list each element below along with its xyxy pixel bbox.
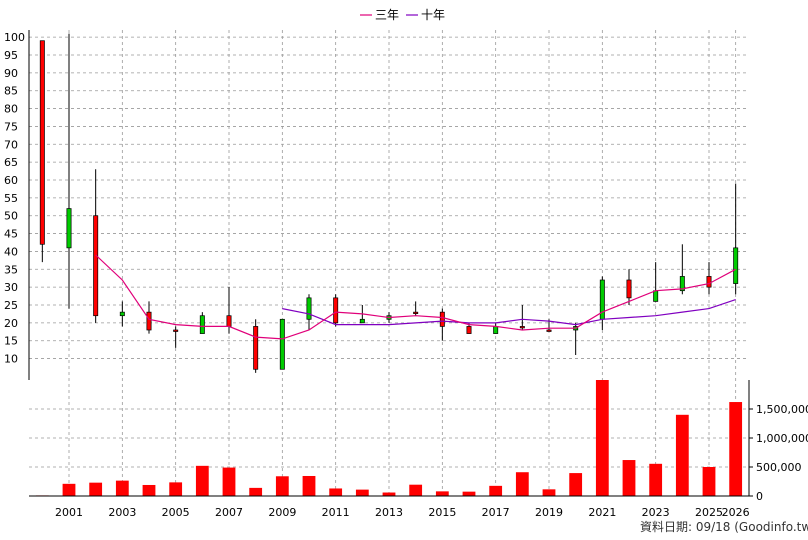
year-tick-label: 2005 [162,506,190,519]
tick-labels: 1015202530354045505560657075808590951000… [4,31,808,519]
volume-bar [115,480,129,496]
volume-bar [595,380,609,496]
price-tick-label: 100 [4,31,25,44]
candle-body [706,276,712,288]
price-tick-label: 20 [4,317,18,330]
price-tick-label: 15 [4,335,18,348]
volume-bar [249,487,263,496]
year-tick-label: 2026 [722,506,750,519]
candle-body [413,311,419,314]
candle-body [119,311,125,317]
moving-average-lines [95,254,736,340]
year-tick-label: 2001 [55,506,83,519]
volume-bar [142,484,156,496]
volume-bar [275,476,289,496]
price-tick-label: 10 [4,353,18,366]
volume-bar [62,483,76,496]
volume-bar [195,465,209,496]
price-tick-label: 40 [4,245,18,258]
price-tick-label: 45 [4,228,18,241]
year-tick-label: 2015 [428,506,456,519]
candle-body [733,247,739,284]
price-tick-label: 70 [4,138,18,151]
legend-ma10-label: 十年 [421,8,445,22]
volume-bar [169,482,183,496]
volume-bar [489,485,503,496]
candles [39,33,739,373]
volume-bar [222,467,236,496]
volume-bar [729,402,743,496]
year-tick-label: 2023 [642,506,670,519]
volume-bar [515,472,529,496]
candle-body [93,215,99,317]
price-tick-label: 25 [4,299,18,312]
volume-bars [35,380,743,496]
volume-bar [89,482,103,496]
volume-bar [302,475,316,496]
candle-body [679,276,685,292]
volume-tick-label: 0 [756,490,763,503]
data-date-footer: 資料日期: 09/18 (Goodinfo.tw) [640,520,808,534]
year-tick-label: 2025 [695,506,723,519]
price-tick-label: 95 [4,49,18,62]
price-tick-label: 60 [4,174,18,187]
candle-body [653,290,659,302]
year-tick-label: 2011 [322,506,350,519]
candle-body [199,315,205,334]
ma3-line [95,254,736,340]
year-tick-label: 2007 [215,506,243,519]
price-tick-label: 55 [4,192,18,205]
volume-bar [355,489,369,496]
price-tick-label: 65 [4,156,18,169]
volume-bar [435,491,449,496]
candle-body [253,326,259,370]
price-tick-label: 30 [4,281,18,294]
candle-body [66,208,72,249]
year-tick-label: 2019 [535,506,563,519]
candle-body [333,297,339,324]
volume-bar [542,489,556,496]
candle-body [626,279,632,299]
volume-bar [329,488,343,496]
year-tick-label: 2013 [375,506,403,519]
grid [29,30,749,497]
candle-body [546,329,552,332]
legend: 三年 十年 [360,8,445,22]
volume-bar [462,491,476,496]
volume-bar [622,460,636,496]
candle-body [306,297,312,320]
price-tick-label: 50 [4,210,18,223]
legend-ma3-label: 三年 [375,8,399,22]
price-tick-label: 35 [4,263,18,276]
volume-bar [382,492,396,496]
volume-bar [409,484,423,496]
candle-body [173,329,179,332]
volume-bar [649,463,663,496]
candle-body [226,315,232,327]
candle-body [359,318,365,324]
price-tick-label: 90 [4,67,18,80]
candle-body [439,311,445,327]
volume-bar [675,414,689,496]
candle-body [519,326,525,329]
year-tick-label: 2009 [268,506,296,519]
volume-tick-label: 500,000 [756,461,802,474]
candle-body [279,318,285,370]
volume-tick-label: 1,500,000 [756,403,808,416]
candle-body [493,326,499,334]
price-tick-label: 85 [4,85,18,98]
candle-body [466,326,472,334]
candle-body [39,40,45,245]
year-tick-label: 2021 [588,506,616,519]
price-tick-label: 80 [4,103,18,116]
year-tick-label: 2003 [108,506,136,519]
volume-tick-label: 1,000,000 [756,432,808,445]
year-tick-label: 2017 [482,506,510,519]
ma10-line [282,299,736,326]
volume-bar [702,467,716,496]
volume-bar [569,473,583,496]
candle-body [146,311,152,331]
price-tick-label: 75 [4,120,18,133]
